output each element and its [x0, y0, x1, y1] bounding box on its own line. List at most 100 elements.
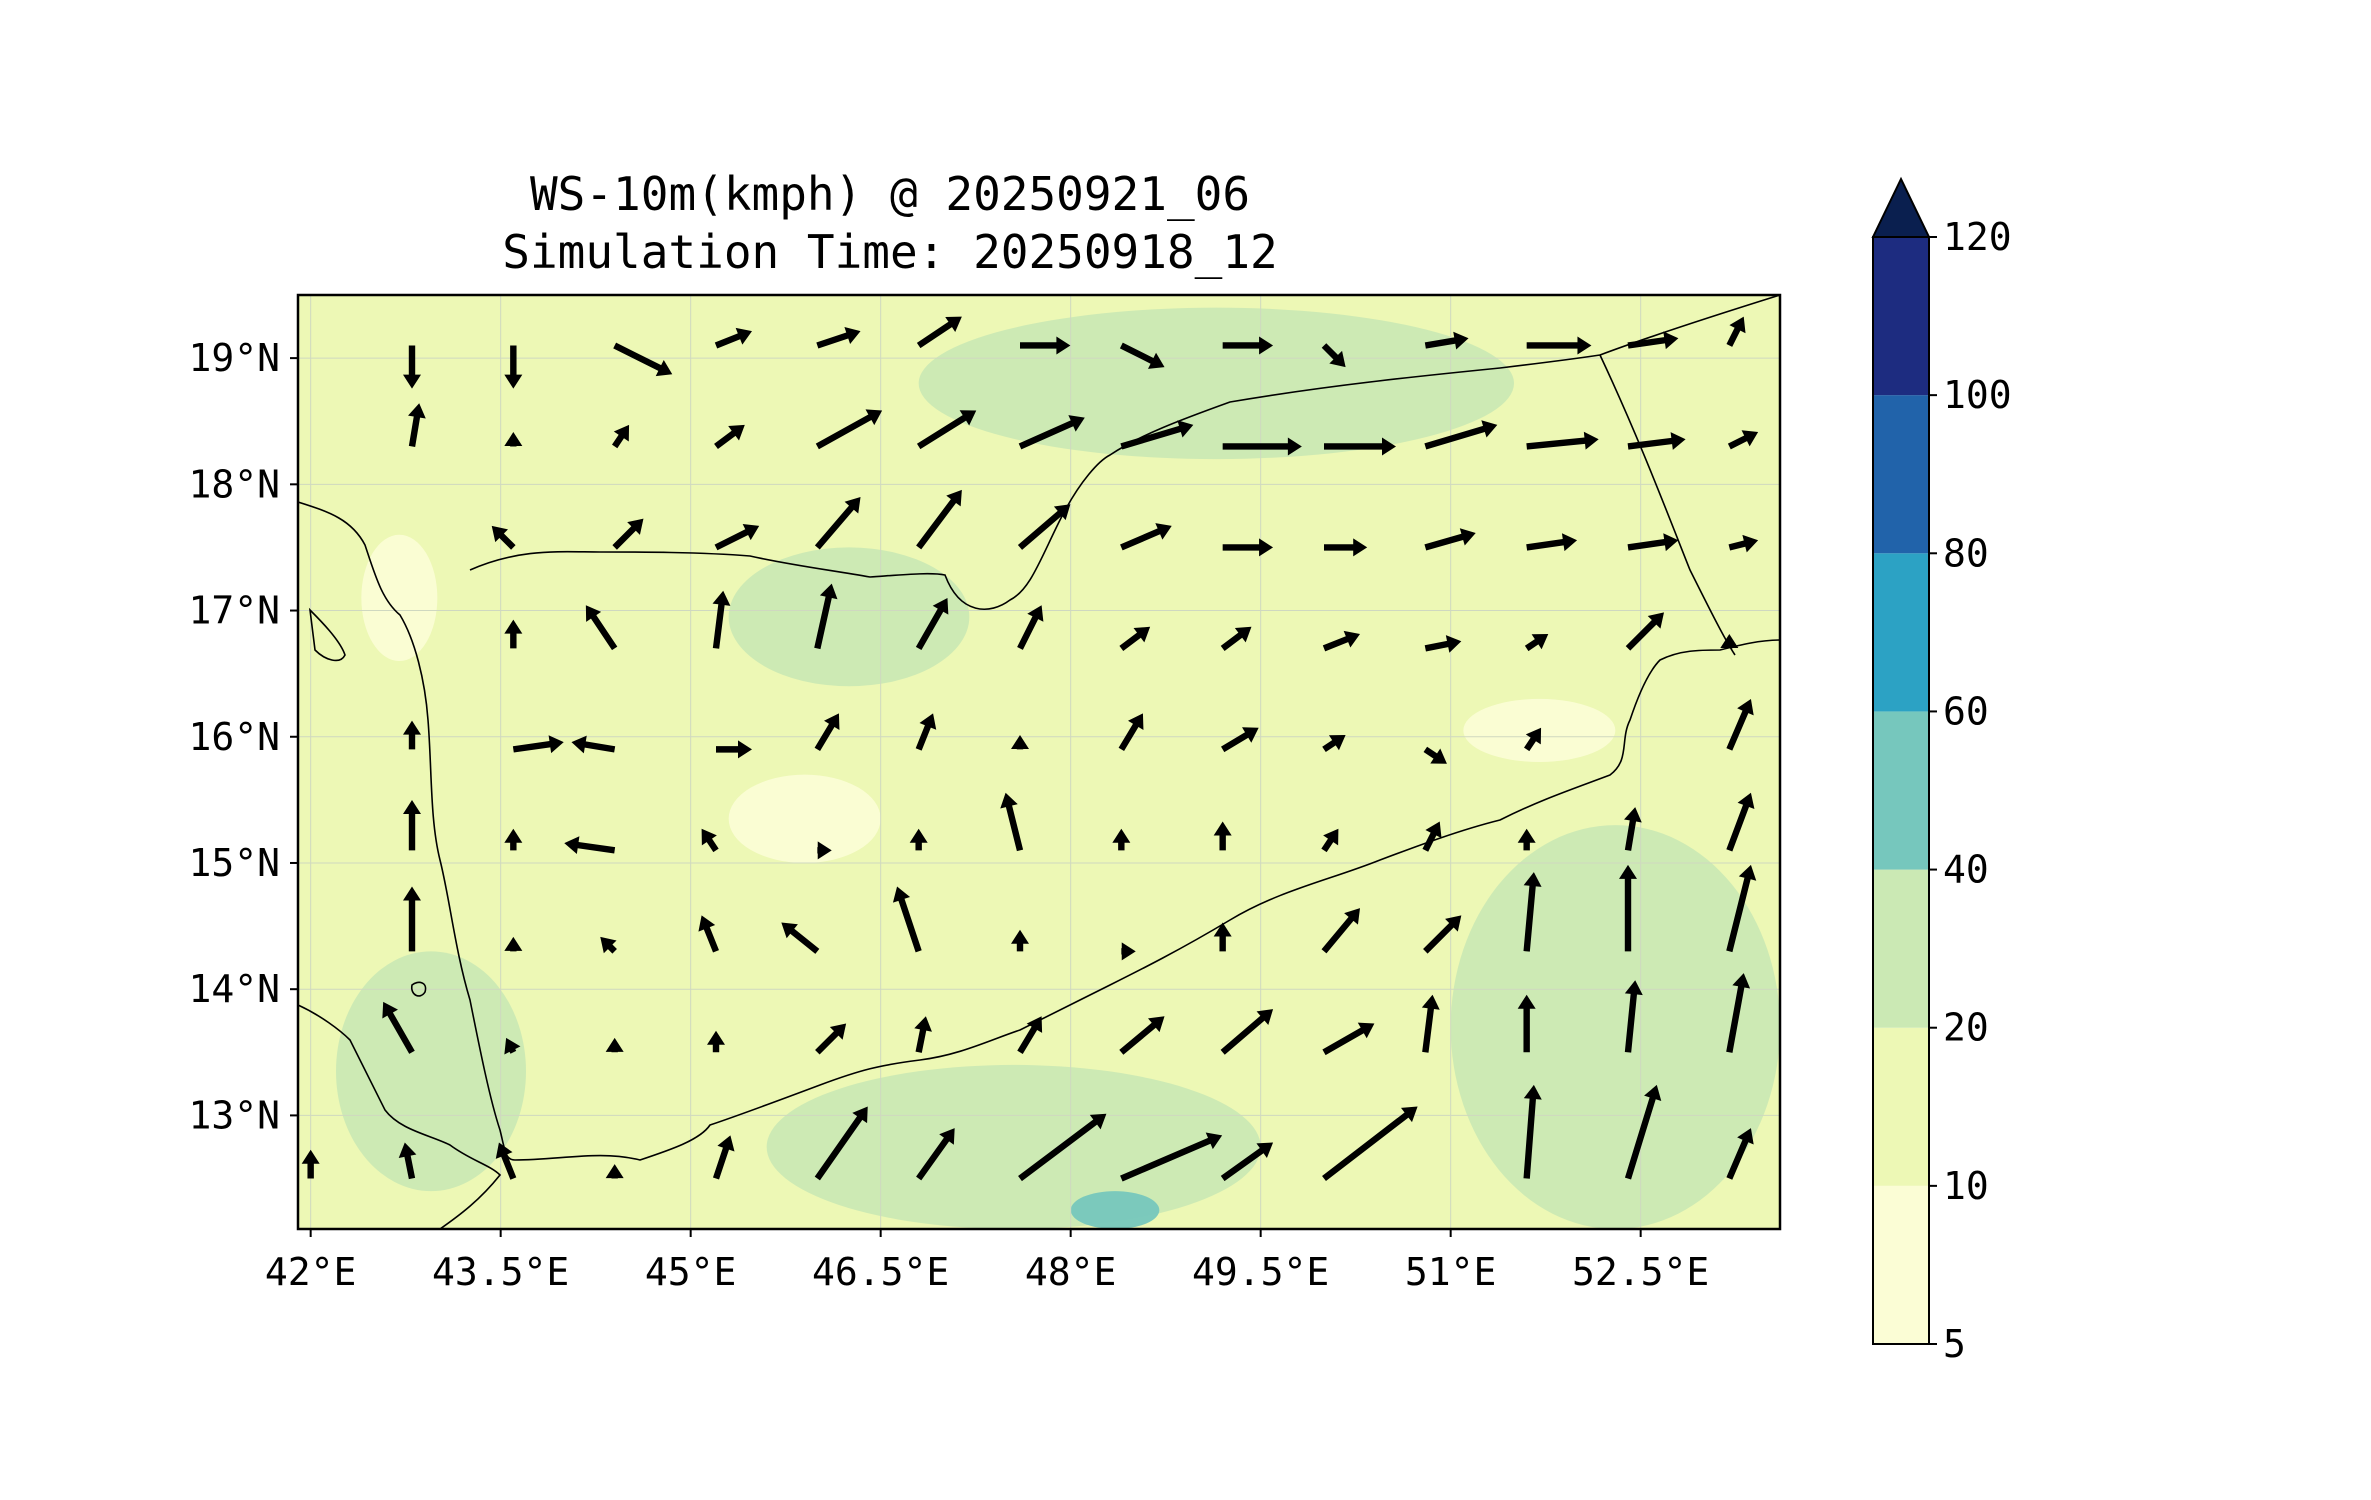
wind-arrow: [916, 489, 962, 550]
wind-arrow: [1222, 538, 1274, 557]
wind-arrow: [1726, 973, 1751, 1053]
wind-arrow: [1526, 533, 1578, 552]
wind-arrow: [1424, 528, 1476, 551]
colorbar-label: 60: [1943, 689, 1989, 733]
y-tick-label: 16°N: [188, 715, 280, 759]
wind-arrow: [1017, 1016, 1043, 1054]
wind-arrow: [892, 886, 922, 953]
wind-arrow: [698, 915, 719, 953]
wind-arrow: [1720, 634, 1739, 649]
wind-arrow: [1120, 523, 1172, 551]
wind-arrow: [1422, 821, 1442, 852]
wind-arrow: [1726, 316, 1746, 347]
wind-arrow: [1018, 415, 1085, 450]
wind-arrow: [916, 316, 962, 349]
speed-region-0: [918, 307, 1514, 460]
wind-arrow: [504, 1037, 521, 1055]
wind-arrow: [1322, 630, 1360, 652]
wind-arrow: [495, 1142, 517, 1180]
wind-vectors: [301, 316, 1759, 1182]
wind-arrow: [1726, 792, 1755, 852]
wind-arrow: [403, 345, 421, 389]
speed-region-4: [766, 1064, 1261, 1229]
wind-arrow: [613, 342, 673, 377]
wind-arrow: [1726, 1128, 1754, 1180]
wind-arrow: [1619, 864, 1637, 952]
wind-arrow: [398, 1142, 417, 1180]
wind-arrow: [1421, 994, 1440, 1053]
x-tick-label: 52.5°E: [1572, 1250, 1709, 1294]
wind-arrow: [564, 836, 616, 855]
border-yemen-saudi: [469, 354, 1601, 610]
wind-arrow: [1423, 746, 1447, 764]
y-tick-label: 14°N: [188, 967, 280, 1011]
wind-arrow: [1322, 1022, 1375, 1056]
border-oman: [1599, 295, 1780, 356]
wind-arrow: [403, 886, 421, 952]
wind-arrow: [915, 598, 949, 650]
colorbar-segment: [1873, 711, 1929, 870]
wind-arrow: [1118, 713, 1144, 752]
island-perim: [410, 981, 427, 997]
wind-arrow: [815, 1023, 847, 1055]
wind-arrow: [1119, 342, 1165, 369]
border-yemen-oman: [1599, 354, 1736, 656]
x-tick-label: 51°E: [1405, 1250, 1497, 1294]
speed-region-5: [1070, 1191, 1160, 1229]
wind-arrow: [1220, 626, 1252, 651]
wind-arrow: [1627, 331, 1679, 350]
wind-arrow: [1627, 533, 1679, 552]
wind-arrow: [403, 799, 421, 851]
map-subtitle: Simulation Time: 20250918_12: [502, 225, 1278, 279]
wind-arrow: [403, 720, 421, 750]
wind-arrow: [915, 713, 937, 751]
colorbar-segment: [1873, 237, 1929, 396]
wind-arrow: [585, 605, 618, 651]
wind-arrow: [1000, 792, 1024, 852]
island-kamaran: [308, 607, 346, 662]
wind-arrow: [1119, 626, 1151, 651]
coastline-red-sea-east: [298, 501, 516, 1161]
wind-arrow: [1120, 1132, 1223, 1182]
wind-arrow: [916, 1128, 955, 1181]
wind-arrow: [716, 740, 752, 759]
colorbar-label: 10: [1943, 1164, 1989, 1208]
map-title: WS-10m(kmph) @ 20250921_06: [529, 167, 1251, 221]
wind-arrow: [714, 524, 760, 551]
wind-arrow: [701, 828, 719, 853]
wind-arrow: [1728, 534, 1759, 553]
wind-arrow: [1011, 734, 1029, 750]
wind-arrow: [714, 327, 752, 349]
wind-arrow: [1321, 828, 1339, 853]
wind-arrow: [1324, 538, 1368, 557]
wind-arrow: [1213, 821, 1232, 851]
wind-arrow: [1321, 908, 1361, 954]
colorbar-label: 5: [1943, 1322, 1966, 1366]
wind-arrow: [1017, 504, 1071, 550]
wind-arrow: [605, 1037, 624, 1053]
wind-arrow: [1011, 929, 1029, 952]
wind-arrow: [817, 841, 832, 860]
colorbar-segment: [1873, 869, 1929, 1028]
wind-arrow: [1727, 430, 1759, 450]
y-axis: 19°N 18°N 17°N 16°N 15°N 14°N 13°N: [188, 336, 298, 1137]
wind-arrow: [1424, 331, 1469, 350]
wind-arrow: [1220, 1142, 1274, 1182]
wind-arrow: [1624, 980, 1643, 1053]
y-tick-label: 17°N: [188, 589, 280, 633]
x-tick-label: 46.5°E: [812, 1250, 949, 1294]
x-axis: 42°E 43.5°E 45°E 46.5°E 48°E 49.5°E 51°E 52.5°E: [265, 1229, 1709, 1294]
wind-arrow: [1424, 635, 1462, 653]
wind-arrow: [1423, 915, 1462, 954]
wind-arrow: [504, 345, 523, 389]
speed-region-6: [361, 534, 438, 662]
wind-arrow: [382, 1001, 415, 1054]
wind-arrow: [1119, 1016, 1165, 1055]
colorbar-label: 80: [1943, 531, 1989, 575]
colorbar-segment: [1873, 1185, 1929, 1344]
wind-arrow: [1627, 432, 1686, 450]
wind-arrow: [1523, 1084, 1542, 1179]
y-tick-label: 18°N: [188, 462, 280, 506]
wind-arrow: [1517, 994, 1536, 1053]
